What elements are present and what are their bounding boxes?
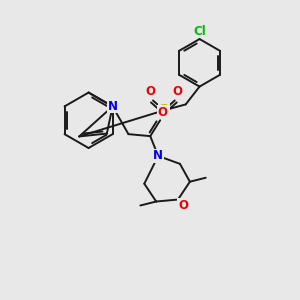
Text: O: O (157, 106, 167, 119)
Text: N: N (153, 149, 163, 162)
Text: O: O (173, 85, 183, 98)
Text: Cl: Cl (193, 25, 206, 38)
Text: N: N (108, 100, 118, 113)
Text: S: S (159, 103, 169, 117)
Text: O: O (178, 199, 188, 212)
Text: O: O (145, 85, 155, 98)
